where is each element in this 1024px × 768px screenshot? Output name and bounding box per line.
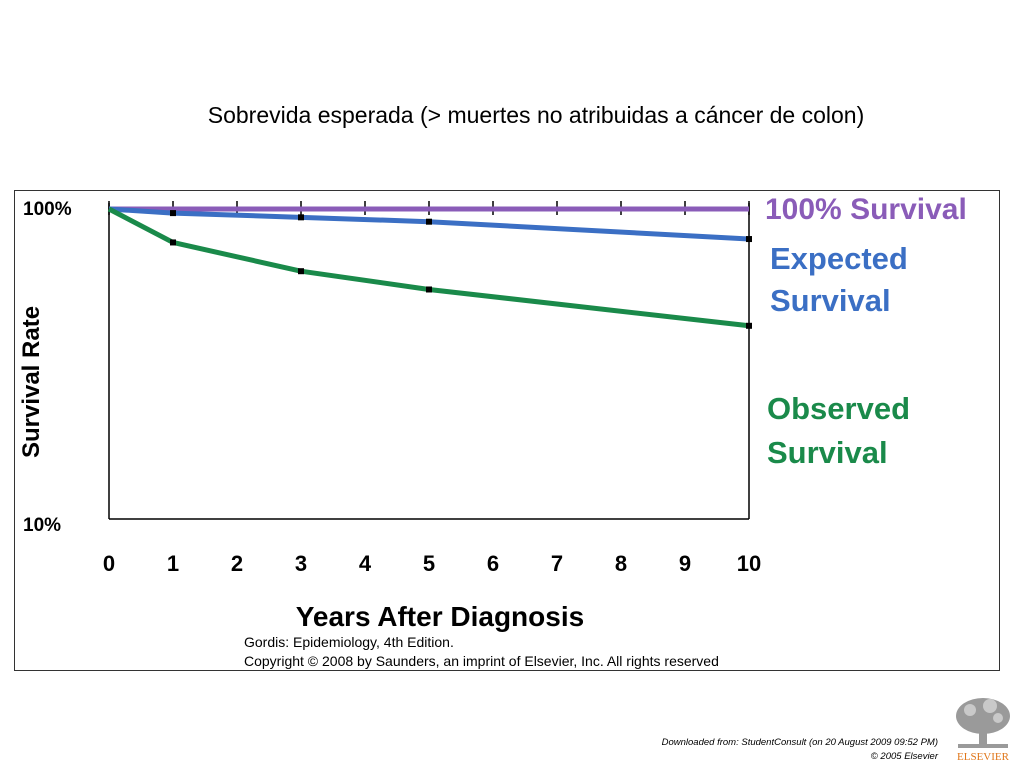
x-tick-label: 3 [295,551,307,576]
survival-chart: 100% 10% 0 1 2 3 4 5 6 7 8 9 10 Years After Diagnosis… [14,190,1000,671]
chart-series [107,206,752,329]
copyright-note: © 2005 Elsevier [870,751,938,762]
data-point-observed [426,286,432,293]
y-tick-label: 100% [23,199,72,220]
series-line-observed [107,206,750,329]
x-tick-label: 1 [167,551,179,576]
x-tick-label: 10 [737,551,761,576]
series-label-expected: Expected [770,241,908,276]
chart-source-line: Copyright © 2008 by Saunders, an imprint… [244,653,719,669]
logo-wordmark: ELSEVIER [957,751,1010,763]
data-point-expected [298,214,304,221]
chart-canvas: 100% 10% 0 1 2 3 4 5 6 7 8 9 10 Years After Diagnosis… [18,193,967,669]
series-label-full: 100% Survival [765,193,967,226]
x-tick-label: 0 [103,551,115,576]
chart-source-line: Gordis: Epidemiology, 4th Edition. [244,634,454,650]
x-tick-label: 9 [679,551,691,576]
data-point-expected [746,236,752,243]
chart-labels: 100% 10% 0 1 2 3 4 5 6 7 8 9 10 Years After Diagnosis… [18,193,967,669]
data-point-expected [170,210,176,217]
data-point-observed [298,268,304,275]
series-label-observed: Survival [767,435,888,470]
x-tick-label: 8 [615,551,627,576]
data-point-expected [426,218,432,225]
x-tick-label: 7 [551,551,563,576]
data-point-observed [746,322,752,329]
slide-title: Sobrevida esperada (> muertes no atribui… [207,102,865,128]
elsevier-logo: ELSEVIER [956,698,1010,763]
x-tick-label: 4 [359,551,372,576]
series-label-expected: Survival [770,283,891,318]
y-axis-title: Survival Rate [18,306,45,458]
y-tick-label: 10% [23,515,61,536]
x-tick-label: 6 [487,551,499,576]
series-label-observed: Observed [767,391,910,426]
data-point-observed [170,239,176,246]
download-note: Downloaded from: StudentConsult (on 20 A… [661,737,938,748]
x-axis-title: Years After Diagnosis [296,601,584,632]
x-tick-label: 5 [423,551,435,576]
x-tick-label: 2 [231,551,243,576]
